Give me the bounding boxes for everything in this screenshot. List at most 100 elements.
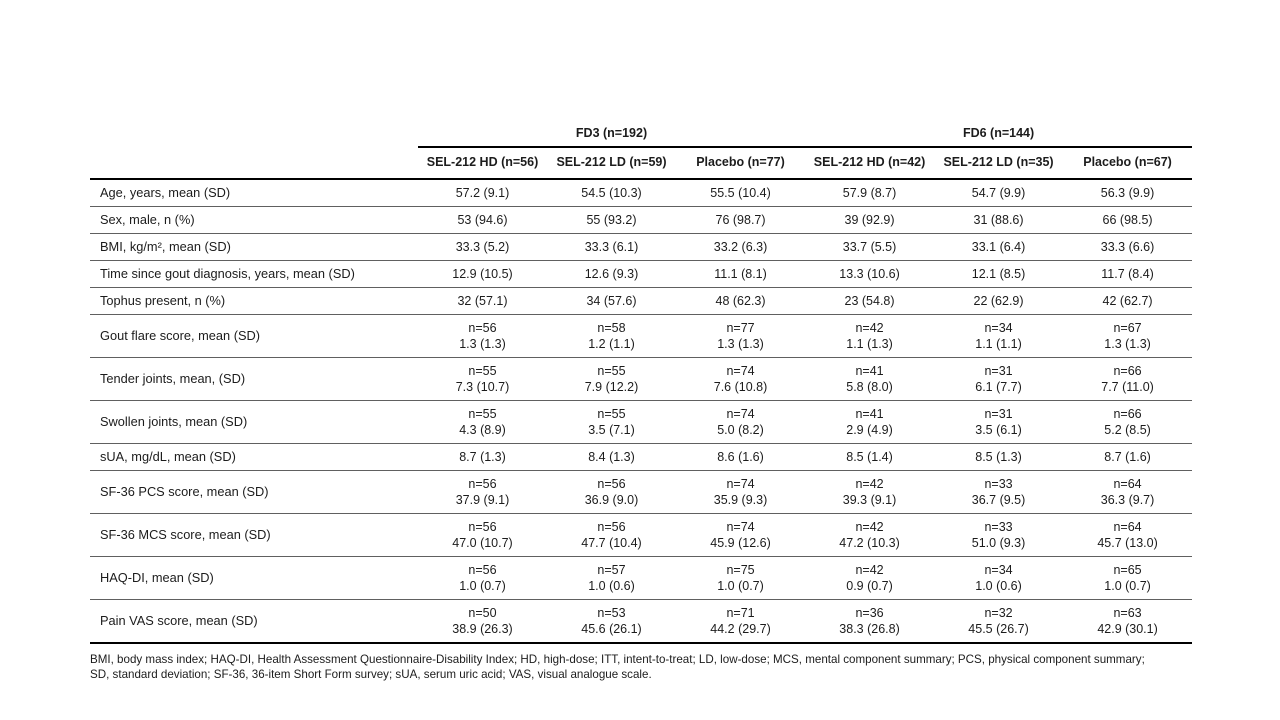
table-cell: 56.3 (9.9) bbox=[1063, 179, 1193, 207]
table-cell: n=65 1.0 (0.7) bbox=[1063, 556, 1193, 600]
table-cell: 33.3 (6.6) bbox=[1063, 233, 1193, 261]
row-label: Sex, male, n (%) bbox=[90, 206, 418, 234]
table-cell: 57.9 (8.7) bbox=[805, 179, 935, 207]
table-cell: n=56 47.7 (10.4) bbox=[547, 513, 676, 557]
table-cell: n=56 37.9 (9.1) bbox=[418, 470, 547, 514]
row-label: SF-36 PCS score, mean (SD) bbox=[90, 470, 418, 514]
table-row: Swollen joints, mean (SD) n=55 4.3 (8.9) n=… bbox=[90, 400, 1193, 444]
table-cell: n=41 2.9 (4.9) bbox=[805, 400, 935, 444]
row-label: Age, years, mean (SD) bbox=[90, 179, 418, 207]
table-cell: n=34 1.0 (0.6) bbox=[934, 556, 1064, 600]
table-cell: n=42 1.1 (1.3) bbox=[805, 314, 935, 358]
table-cell: n=74 5.0 (8.2) bbox=[676, 400, 806, 444]
table-cell: n=55 7.9 (12.2) bbox=[547, 357, 676, 401]
row-label: Gout flare score, mean (SD) bbox=[90, 314, 418, 358]
table-cell: n=32 45.5 (26.7) bbox=[934, 599, 1064, 644]
row-label: Tender joints, mean, (SD) bbox=[90, 357, 418, 401]
table-cell: 55 (93.2) bbox=[547, 206, 676, 234]
table-cell: n=31 6.1 (7.7) bbox=[934, 357, 1064, 401]
table-cell: n=55 4.3 (8.9) bbox=[418, 400, 547, 444]
row-label: Pain VAS score, mean (SD) bbox=[90, 599, 418, 644]
row-label: BMI, kg/m², mean (SD) bbox=[90, 233, 418, 261]
row-label: sUA, mg/dL, mean (SD) bbox=[90, 443, 418, 471]
table-row: BMI, kg/m², mean (SD) 33.3 (5.2) 33.3 (6.1… bbox=[90, 233, 1193, 261]
table-cell: 48 (62.3) bbox=[676, 287, 806, 315]
table-row: SF-36 MCS score, mean (SD) n=56 47.0 (10.7… bbox=[90, 513, 1193, 557]
table-cell: n=56 47.0 (10.7) bbox=[418, 513, 547, 557]
table-row: sUA, mg/dL, mean (SD) 8.7 (1.3) 8.4 (1.3) 8… bbox=[90, 443, 1193, 471]
table-row: Sex, male, n (%) 53 (94.6) 55 (93.2) 76 (98… bbox=[90, 206, 1193, 234]
table-cell: 13.3 (10.6) bbox=[805, 260, 935, 288]
group-header-fd3: FD3 (n=192) bbox=[418, 124, 806, 148]
table-cell: n=67 1.3 (1.3) bbox=[1063, 314, 1193, 358]
table-cell: 54.7 (9.9) bbox=[934, 179, 1064, 207]
table-cell: n=71 44.2 (29.7) bbox=[676, 599, 806, 644]
table-cell: 76 (98.7) bbox=[676, 206, 806, 234]
row-label: Tophus present, n (%) bbox=[90, 287, 418, 315]
table-body: Age, years, mean (SD) 57.2 (9.1) 54.5 (10.… bbox=[90, 179, 1193, 644]
table-cell: 33.2 (6.3) bbox=[676, 233, 806, 261]
table-cell: 42 (62.7) bbox=[1063, 287, 1193, 315]
table-cell: n=64 45.7 (13.0) bbox=[1063, 513, 1193, 557]
table-cell: 39 (92.9) bbox=[805, 206, 935, 234]
table-cell: n=66 5.2 (8.5) bbox=[1063, 400, 1193, 444]
table-cell: 32 (57.1) bbox=[418, 287, 547, 315]
footnote-line: SD, standard deviation; SF-36, 36-item S… bbox=[90, 668, 652, 681]
table-cell: n=56 1.3 (1.3) bbox=[418, 314, 547, 358]
table-row: Gout flare score, mean (SD) n=56 1.3 (1.3)… bbox=[90, 314, 1193, 358]
table-cell: 53 (94.6) bbox=[418, 206, 547, 234]
table-row: HAQ-DI, mean (SD) n=56 1.0 (0.7) n=57 1.0 (0… bbox=[90, 556, 1193, 600]
table-cell: n=33 36.7 (9.5) bbox=[934, 470, 1064, 514]
table-cell: 54.5 (10.3) bbox=[547, 179, 676, 207]
table-cell: 11.1 (8.1) bbox=[676, 260, 806, 288]
table-cell: 34 (57.6) bbox=[547, 287, 676, 315]
row-label: SF-36 MCS score, mean (SD) bbox=[90, 513, 418, 557]
table-cell: 31 (88.6) bbox=[934, 206, 1064, 234]
table-cell: n=77 1.3 (1.3) bbox=[676, 314, 806, 358]
table-cell: 33.3 (5.2) bbox=[418, 233, 547, 261]
table-cell: n=42 39.3 (9.1) bbox=[805, 470, 935, 514]
table-cell: 12.6 (9.3) bbox=[547, 260, 676, 288]
table-cell: 55.5 (10.4) bbox=[676, 179, 806, 207]
footnote-line: BMI, body mass index; HAQ-DI, Health Ass… bbox=[90, 653, 1145, 666]
table-cell: n=36 38.3 (26.8) bbox=[805, 599, 935, 644]
table-cell: n=66 7.7 (11.0) bbox=[1063, 357, 1193, 401]
table-cell: 66 (98.5) bbox=[1063, 206, 1193, 234]
row-label: Time since gout diagnosis, years, mean (… bbox=[90, 260, 418, 288]
table-cell: n=42 0.9 (0.7) bbox=[805, 556, 935, 600]
abbreviations-footnote: BMI, body mass index; HAQ-DI, Health Ass… bbox=[90, 652, 1200, 682]
column-header-row: SEL-212 HD (n=56) SEL-212 LD (n=59) Plac… bbox=[90, 147, 1193, 180]
table-cell: n=56 1.0 (0.7) bbox=[418, 556, 547, 600]
table-row: Time since gout diagnosis, years, mean (… bbox=[90, 260, 1193, 288]
table-cell: n=74 45.9 (12.6) bbox=[676, 513, 806, 557]
table-cell: 8.6 (1.6) bbox=[676, 443, 806, 471]
table-cell: 8.5 (1.4) bbox=[805, 443, 935, 471]
table-row: Tender joints, mean, (SD) n=55 7.3 (10.7) n… bbox=[90, 357, 1193, 401]
group-header-fd6: FD6 (n=144) bbox=[805, 124, 1193, 148]
data-table: FD3 (n=192) FD6 (n=144) SEL-212 HD (n=56… bbox=[90, 124, 1193, 644]
table-cell: 22 (62.9) bbox=[934, 287, 1064, 315]
table-cell: n=58 1.2 (1.1) bbox=[547, 314, 676, 358]
table-cell: 33.7 (5.5) bbox=[805, 233, 935, 261]
table-cell: n=63 42.9 (30.1) bbox=[1063, 599, 1193, 644]
table-row: Age, years, mean (SD) 57.2 (9.1) 54.5 (10.… bbox=[90, 179, 1193, 207]
table-cell: 57.2 (9.1) bbox=[418, 179, 547, 207]
table-row: Tophus present, n (%) 32 (57.1) 34 (57.6) 4… bbox=[90, 287, 1193, 315]
table-cell: 33.3 (6.1) bbox=[547, 233, 676, 261]
group-header-row: FD3 (n=192) FD6 (n=144) bbox=[90, 124, 1193, 148]
table-cell: n=56 36.9 (9.0) bbox=[547, 470, 676, 514]
column-header-spacer bbox=[90, 147, 418, 180]
column-header: SEL-212 LD (n=59) bbox=[547, 147, 676, 180]
table-cell: n=34 1.1 (1.1) bbox=[934, 314, 1064, 358]
table-cell: n=55 7.3 (10.7) bbox=[418, 357, 547, 401]
table-cell: n=75 1.0 (0.7) bbox=[676, 556, 806, 600]
table-cell: 8.7 (1.6) bbox=[1063, 443, 1193, 471]
table-cell: n=41 5.8 (8.0) bbox=[805, 357, 935, 401]
table-row: Pain VAS score, mean (SD) n=50 38.9 (26.3)… bbox=[90, 599, 1193, 644]
table-cell: n=33 51.0 (9.3) bbox=[934, 513, 1064, 557]
table-cell: n=42 47.2 (10.3) bbox=[805, 513, 935, 557]
baseline-characteristics-table: FD3 (n=192) FD6 (n=144) SEL-212 HD (n=56… bbox=[90, 124, 1193, 644]
row-label: Swollen joints, mean (SD) bbox=[90, 400, 418, 444]
column-header: SEL-212 LD (n=35) bbox=[934, 147, 1064, 180]
